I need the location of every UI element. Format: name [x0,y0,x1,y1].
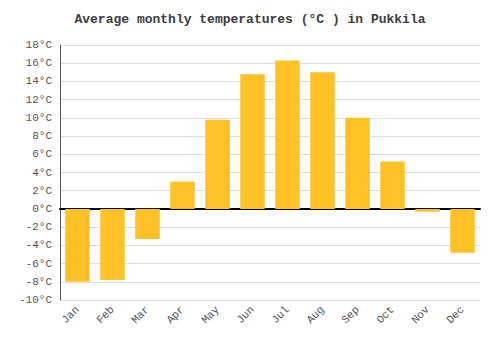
svg-text:Apr: Apr [164,304,186,326]
svg-text:Sep: Sep [339,304,361,326]
svg-text:-6°C: -6°C [26,258,53,270]
svg-text:0°C: 0°C [32,203,52,215]
svg-text:16°C: 16°C [26,57,53,69]
svg-text:Jul: Jul [269,304,291,326]
svg-text:Jun: Jun [234,304,256,326]
svg-text:Dec: Dec [444,304,466,326]
svg-text:Nov: Nov [409,303,432,326]
svg-text:18°C: 18°C [26,39,53,51]
svg-text:12°C: 12°C [26,94,53,106]
svg-text:10°C: 10°C [26,112,53,124]
svg-text:2°C: 2°C [32,185,52,197]
svg-text:Mar: Mar [129,304,151,326]
svg-text:6°C: 6°C [32,148,52,160]
svg-text:14°C: 14°C [26,75,53,87]
svg-text:-2°C: -2°C [26,221,53,233]
svg-text:May: May [199,303,222,326]
svg-text:Average monthly temperatures (: Average monthly temperatures (°C ) in Pu… [74,12,425,27]
svg-text:-4°C: -4°C [26,239,53,251]
svg-text:4°C: 4°C [32,167,52,179]
svg-text:Aug: Aug [304,304,326,326]
svg-text:Oct: Oct [374,304,396,326]
svg-text:Jan: Jan [59,304,81,326]
svg-text:8°C: 8°C [32,130,52,142]
svg-text:Feb: Feb [94,304,116,326]
svg-text:-8°C: -8°C [26,276,53,288]
svg-text:-10°C: -10°C [19,294,52,306]
